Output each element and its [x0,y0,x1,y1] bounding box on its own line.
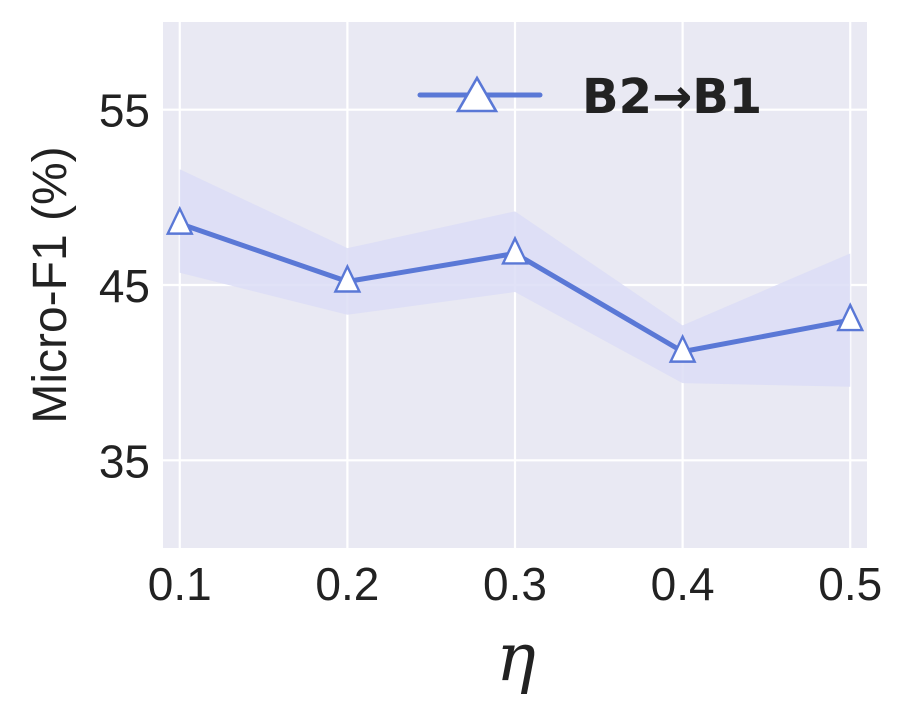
y-tick-labels: 35 45 55 [99,85,150,488]
confidence-band-layer [179,169,851,387]
y-tick-label: 35 [99,435,150,487]
data-point-marker [668,333,697,363]
marker-layer [165,205,865,363]
x-tick-label: 0.4 [651,558,715,610]
data-point-marker [501,235,529,265]
x-tick-labels: 0.1 0.2 0.3 0.4 0.5 [148,558,882,610]
data-point-marker [333,263,362,293]
x-tick-label: 0.5 [818,558,882,610]
x-axis-label: η [496,619,536,696]
data-point-marker [836,302,865,332]
y-tick-label: 45 [99,260,150,312]
confidence-band [179,169,851,387]
data-point-marker [165,205,194,235]
x-tick-label: 0.3 [483,558,547,610]
x-tick-label: 0.2 [315,558,379,610]
y-axis-label: Micro-F1 (%) [24,146,77,423]
legend-label: B2→B1 [582,69,762,125]
legend-marker [455,75,499,113]
legend: B2→B1 [417,69,762,125]
x-tick-label: 0.1 [148,558,212,610]
y-tick-label: 55 [99,85,150,137]
